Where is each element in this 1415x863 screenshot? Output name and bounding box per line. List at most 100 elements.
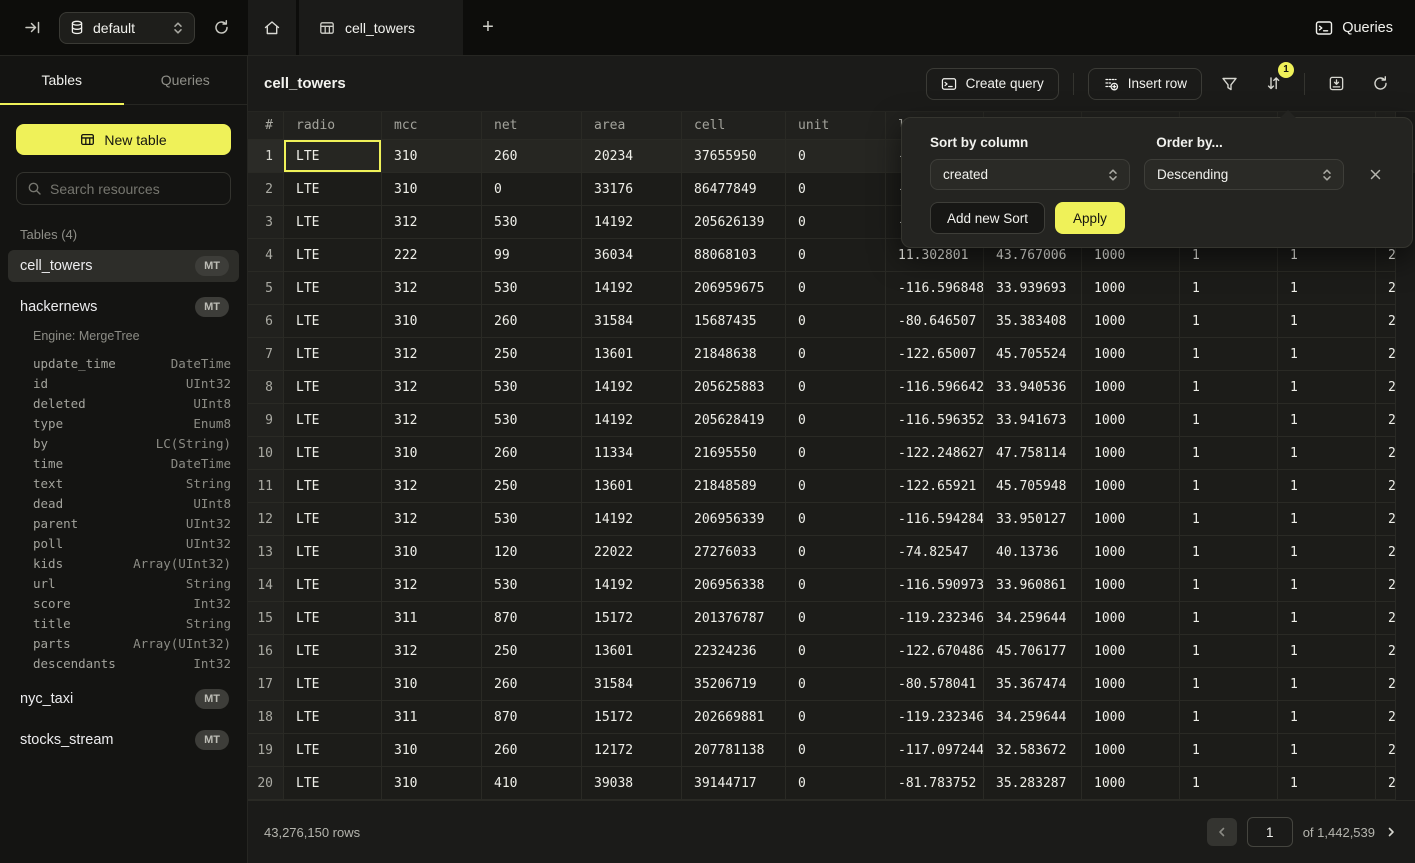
table-cell[interactable]: 870 xyxy=(482,701,582,734)
new-table-button[interactable]: New table xyxy=(16,124,231,155)
table-cell[interactable]: 13601 xyxy=(582,470,682,503)
row-number[interactable]: 10 xyxy=(248,437,284,470)
sidebar-item-nyc-taxi[interactable]: nyc_taxi MT xyxy=(8,683,239,715)
table-cell[interactable]: 37655950 xyxy=(682,140,786,173)
table-cell[interactable]: -122.248627 xyxy=(886,437,984,470)
table-cell[interactable]: 1 xyxy=(1180,536,1278,569)
table-cell[interactable]: 14192 xyxy=(582,206,682,239)
sidebar-tab-queries[interactable]: Queries xyxy=(124,56,248,104)
table-cell[interactable]: 1000 xyxy=(1082,668,1180,701)
table-cell[interactable]: 1 xyxy=(1180,668,1278,701)
table-cell[interactable]: 1 xyxy=(1180,635,1278,668)
table-cell[interactable]: LTE xyxy=(284,338,382,371)
table-cell[interactable]: 0 xyxy=(786,767,886,800)
table-cell[interactable]: 0 xyxy=(786,668,886,701)
table-cell[interactable]: 0 xyxy=(786,503,886,536)
table-cell[interactable]: 1 xyxy=(1278,767,1376,800)
table-cell[interactable]: 0 xyxy=(786,371,886,404)
table-cell[interactable]: 86477849 xyxy=(682,173,786,206)
table-cell[interactable]: 1 xyxy=(1278,404,1376,437)
row-number[interactable]: 3 xyxy=(248,206,284,239)
table-cell[interactable]: 22324236 xyxy=(682,635,786,668)
table-cell[interactable]: 0 xyxy=(482,173,582,206)
table-cell[interactable]: 21848589 xyxy=(682,470,786,503)
table-cell[interactable]: -119.232346 xyxy=(886,701,984,734)
table-cell[interactable]: 2 xyxy=(1376,668,1396,701)
table-cell[interactable]: 20234 xyxy=(582,140,682,173)
table-cell[interactable]: 205628419 xyxy=(682,404,786,437)
table-cell[interactable]: 34.259644 xyxy=(984,701,1082,734)
table-cell[interactable]: -74.82547 xyxy=(886,536,984,569)
table-cell[interactable]: 39144717 xyxy=(682,767,786,800)
column-header-index[interactable]: # xyxy=(248,112,284,140)
table-cell[interactable]: LTE xyxy=(284,536,382,569)
row-number[interactable]: 13 xyxy=(248,536,284,569)
table-cell[interactable]: 1 xyxy=(1278,602,1376,635)
table-cell[interactable]: 530 xyxy=(482,503,582,536)
table-cell[interactable]: 250 xyxy=(482,470,582,503)
download-icon[interactable] xyxy=(1319,68,1353,100)
table-cell[interactable]: 260 xyxy=(482,734,582,767)
row-number[interactable]: 5 xyxy=(248,272,284,305)
table-cell[interactable]: LTE xyxy=(284,173,382,206)
row-number[interactable]: 6 xyxy=(248,305,284,338)
table-cell[interactable]: 2 xyxy=(1376,404,1396,437)
apply-sort-button[interactable]: Apply xyxy=(1055,202,1125,234)
table-cell[interactable]: LTE xyxy=(284,503,382,536)
table-cell[interactable]: 0 xyxy=(786,734,886,767)
table-cell[interactable]: 1000 xyxy=(1082,734,1180,767)
table-cell[interactable]: 31584 xyxy=(582,305,682,338)
table-cell[interactable]: 1000 xyxy=(1082,272,1180,305)
table-cell[interactable]: 31584 xyxy=(582,668,682,701)
table-cell[interactable]: 34.259644 xyxy=(984,602,1082,635)
table-cell[interactable]: 0 xyxy=(786,305,886,338)
column-header-radio[interactable]: radio xyxy=(284,112,382,140)
table-cell[interactable]: 1 xyxy=(1180,569,1278,602)
table-cell[interactable]: 0 xyxy=(786,206,886,239)
table-cell[interactable]: 1000 xyxy=(1082,404,1180,437)
table-cell[interactable]: LTE xyxy=(284,206,382,239)
create-query-button[interactable]: Create query xyxy=(925,67,1059,100)
table-cell[interactable]: 0 xyxy=(786,701,886,734)
table-cell[interactable]: -117.097244 xyxy=(886,734,984,767)
table-cell[interactable]: 205625883 xyxy=(682,371,786,404)
new-tab-button[interactable]: + xyxy=(463,0,513,55)
table-cell[interactable]: 310 xyxy=(382,305,482,338)
table-cell[interactable]: LTE xyxy=(284,602,382,635)
table-cell[interactable]: 312 xyxy=(382,272,482,305)
table-cell[interactable]: 207781138 xyxy=(682,734,786,767)
table-cell[interactable]: LTE xyxy=(284,470,382,503)
table-cell[interactable]: 14192 xyxy=(582,371,682,404)
table-cell[interactable]: 21695550 xyxy=(682,437,786,470)
row-number[interactable]: 8 xyxy=(248,371,284,404)
table-cell[interactable]: 14192 xyxy=(582,503,682,536)
table-cell[interactable]: 206959675 xyxy=(682,272,786,305)
table-cell[interactable]: 206956338 xyxy=(682,569,786,602)
table-cell[interactable]: 1000 xyxy=(1082,305,1180,338)
tab-cell-towers[interactable]: cell_towers xyxy=(299,0,463,55)
table-cell[interactable]: 1000 xyxy=(1082,536,1180,569)
table-cell[interactable]: 310 xyxy=(382,140,482,173)
table-cell[interactable]: LTE xyxy=(284,635,382,668)
table-cell[interactable]: 33.950127 xyxy=(984,503,1082,536)
table-cell[interactable]: 33.939693 xyxy=(984,272,1082,305)
table-cell[interactable]: 2 xyxy=(1376,437,1396,470)
table-cell[interactable]: 1000 xyxy=(1082,338,1180,371)
table-cell[interactable]: 312 xyxy=(382,206,482,239)
table-cell[interactable]: 870 xyxy=(482,602,582,635)
table-cell[interactable]: 15687435 xyxy=(682,305,786,338)
table-cell[interactable]: 201376787 xyxy=(682,602,786,635)
table-cell[interactable]: -122.670486 xyxy=(886,635,984,668)
table-cell[interactable]: 2 xyxy=(1376,305,1396,338)
table-cell[interactable]: 0 xyxy=(786,338,886,371)
table-cell[interactable]: 40.13736 xyxy=(984,536,1082,569)
table-cell[interactable]: 530 xyxy=(482,404,582,437)
column-header-cell[interactable]: cell xyxy=(682,112,786,140)
table-cell[interactable]: 312 xyxy=(382,338,482,371)
sort-icon[interactable]: 1 xyxy=(1256,61,1294,100)
table-cell[interactable]: 1 xyxy=(1278,734,1376,767)
sidebar-tab-tables[interactable]: Tables xyxy=(0,56,124,105)
sidebar-item-hackernews[interactable]: hackernews MT xyxy=(8,291,239,323)
table-cell[interactable]: -122.65921 xyxy=(886,470,984,503)
table-cell[interactable]: 99 xyxy=(482,239,582,272)
